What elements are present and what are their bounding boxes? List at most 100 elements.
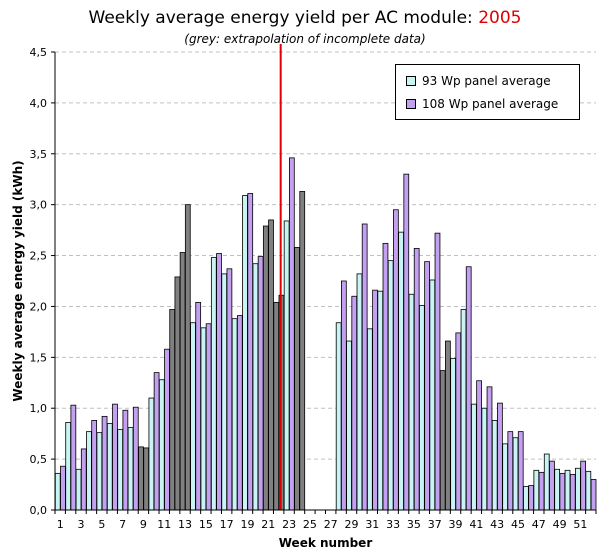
legend-label-108wp: 108 Wp panel average [422,97,559,111]
x-tick-label: 51 [573,518,587,531]
bar [169,309,176,511]
bar [122,409,129,511]
chart-legend: 93 Wp panel average 108 Wp panel average [395,64,580,120]
bar [184,204,191,511]
x-tick-label: 33 [386,518,400,531]
bar [533,469,540,511]
bar [205,323,212,511]
y-tick-label: 2,5 [30,250,48,263]
bar [471,403,477,511]
bar [132,406,139,511]
x-tick-label: 45 [511,518,525,531]
bar [231,318,238,511]
bar [387,260,394,511]
bar [450,357,456,511]
bar [65,422,72,511]
bar [195,301,202,511]
x-tick-label: 15 [199,518,213,531]
bar [252,263,259,511]
bar [148,397,155,511]
bar [70,404,77,511]
bar [164,348,170,511]
bar [523,486,529,511]
x-tick-label: 5 [98,518,105,531]
x-tick-label: 31 [365,518,379,531]
legend-swatch-108wp [406,98,416,109]
bar [460,309,467,511]
bar [247,193,254,511]
x-tick-label: 37 [428,518,442,531]
legend-item-108wp: 108 Wp panel average [406,96,558,112]
bar [507,431,514,511]
bar [273,301,280,511]
y-tick-label: 1,5 [30,351,48,364]
x-tick-label: 43 [490,518,504,531]
chart-title: Weekly average energy yield per AC modul… [0,8,610,28]
y-tick-label: 4,0 [30,97,48,110]
bar [106,423,113,511]
x-tick-label: 39 [449,518,463,531]
bar [538,471,545,511]
y-tick-label: 4,5 [30,46,48,59]
bar [283,220,290,511]
bar [403,173,410,511]
y-tick-label: 3,5 [30,148,48,161]
bar [143,447,150,511]
bar [138,446,144,511]
x-tick-label: 41 [469,518,483,531]
bar [445,340,451,511]
x-tick-label: 49 [553,518,567,531]
x-tick-label: 23 [282,518,296,531]
bar [393,209,399,511]
bar [554,468,560,511]
bar [75,468,82,511]
bar [91,420,98,511]
x-tick-label: 29 [345,518,359,531]
bar [497,402,503,511]
bar [351,295,358,511]
bar [361,223,368,511]
x-tick-label: 7 [119,518,126,531]
bar [86,431,92,511]
bar [101,415,108,511]
bar [200,327,207,511]
bar [424,261,430,511]
y-tick-label: 0,0 [30,504,48,517]
bar [262,225,269,511]
x-axis-label: Week number [279,536,373,550]
x-tick-label: 27 [324,518,338,531]
bar [455,332,462,511]
bar [242,195,248,511]
bar [575,467,581,511]
legend-item-93wp: 93 Wp panel average [406,73,551,89]
bar [517,431,524,511]
x-tick-label: 9 [140,518,147,531]
bar [335,322,342,511]
bar [372,289,378,511]
bar [486,386,493,511]
x-tick-label: 47 [532,518,546,531]
bar [299,191,306,511]
bar [382,242,389,511]
bar [429,279,436,511]
bar [367,328,373,511]
chart-title-year: 2005 [478,8,522,28]
y-tick-label: 1,0 [30,402,48,415]
bar [502,443,508,511]
bar [257,256,264,511]
bar [226,268,233,511]
bar [491,420,498,511]
x-tick-label: 25 [303,518,317,531]
bar [96,432,103,511]
bar [294,247,300,511]
chart-title-text: Weekly average energy yield per AC modul… [88,8,473,28]
bar [398,231,404,511]
bar [585,470,592,511]
bar [528,485,534,511]
x-tick-label: 19 [240,518,254,531]
bar [158,379,165,511]
x-tick-label: 35 [407,518,421,531]
bar [559,472,566,511]
bar [153,372,160,511]
